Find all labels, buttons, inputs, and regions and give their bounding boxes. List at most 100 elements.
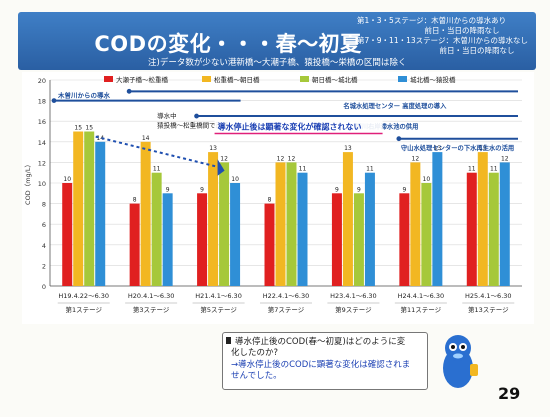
bar <box>140 141 151 286</box>
bar-value-label: 8 <box>133 197 137 204</box>
cod-bar-chart: 0 2 4 6 8 10 12 14 16 18 20 COD（mg/L） 大瀬子橋〜松重橋 松重橋〜朝日… <box>24 75 522 314</box>
bar <box>230 183 241 286</box>
page-number: 29 <box>498 384 521 403</box>
bar-value-label: 9 <box>200 186 204 193</box>
y-tick-label: 6 <box>42 221 46 229</box>
stage-label: 第13ステージ <box>468 305 509 314</box>
bar <box>151 172 162 286</box>
legend-swatch <box>398 76 407 82</box>
bar <box>331 193 342 286</box>
moriyama-label: 守山水処理センターの下水再生水の活用 <box>401 143 514 152</box>
bar-value-label: 9 <box>357 186 361 193</box>
bar <box>421 183 432 286</box>
y-tick-label: 4 <box>42 242 46 250</box>
y-tick-label: 0 <box>42 283 46 291</box>
bar-value-label: 14 <box>96 135 104 142</box>
bar-value-label: 12 <box>412 155 420 162</box>
bar <box>342 152 353 286</box>
bar-value-label: 12 <box>501 155 509 162</box>
stage-label: 第11ステージ <box>401 305 442 314</box>
stage-notes: 第1・3・5ステージ：木曽川からの導水あり 前日・当日の降雨なし 第7・9・11… <box>357 16 528 56</box>
legend-swatch <box>104 76 113 82</box>
slide-title: CODの変化・・・春〜初夏 <box>94 32 362 56</box>
stage-note: 第7・9・11・13ステージ：木曽川からの導水なし <box>357 36 528 45</box>
question-text: 化したのか? <box>231 348 279 358</box>
y-axis-label: COD（mg/L） <box>24 161 32 205</box>
bar <box>219 162 230 286</box>
y-tick-label: 20 <box>38 77 46 85</box>
mascot-icon <box>443 335 478 388</box>
legend-label: 松重橋〜朝日橋 <box>214 75 260 84</box>
legend-label: 朝日橋〜城北橋 <box>312 75 358 84</box>
bar <box>399 193 410 286</box>
bar-value-label: 13 <box>209 145 217 152</box>
bar <box>129 203 140 286</box>
legend-label: 城北橋〜猿投橋 <box>410 75 456 84</box>
bar <box>499 162 510 286</box>
stage-label: 第1ステージ <box>65 305 102 314</box>
x-tick-label: H25.4.1〜6.30 <box>465 292 512 300</box>
bar <box>364 172 375 286</box>
moriyama-line-marker <box>396 136 402 142</box>
stage-note: 第1・3・5ステージ：木曽川からの導水あり <box>357 16 507 25</box>
bar <box>208 152 219 286</box>
stage-note: 前日・当日の降雨なし <box>357 46 515 55</box>
bar-value-label: 11 <box>299 166 307 173</box>
bar-value-label: 11 <box>153 166 161 173</box>
y-tick-label: 8 <box>42 201 46 209</box>
bar <box>73 131 84 286</box>
bar <box>95 141 106 286</box>
chart-area: 0 2 4 6 8 10 12 14 16 18 20 COD（mg/L） 大瀬子橋〜松重橋 松重橋〜朝日… <box>22 72 534 324</box>
bar-value-label: 12 <box>277 155 285 162</box>
bar-value-label: 12 <box>220 155 228 162</box>
bar <box>297 172 308 286</box>
bar-value-label: 10 <box>423 176 431 183</box>
bar-value-label: 9 <box>166 186 170 193</box>
stage-label: 第7ステージ <box>268 305 305 314</box>
trend-arrow-head <box>217 159 225 176</box>
bar-value-label: 9 <box>335 186 339 193</box>
question-box: 導水停止後のCOD(春〜初夏)はどのように変 化したのか? →導水停止後のCOD… <box>222 332 428 390</box>
y-tick-label: 2 <box>42 262 46 270</box>
bar <box>353 193 364 286</box>
y-tick-label: 10 <box>38 180 46 188</box>
y-tick-label: 16 <box>38 118 46 126</box>
x-tick-label: H22.4.1〜6.30 <box>263 292 310 300</box>
conclusion-label: 導水停止後は顕著な変化が確認されない <box>218 121 362 131</box>
bar <box>286 162 297 286</box>
question-text: 導水停止後のCOD(春〜初夏)はどのように変 <box>235 337 406 347</box>
bar <box>477 152 488 286</box>
bar-value-label: 10 <box>231 176 239 183</box>
x-tick-label: H21.4.1〜6.30 <box>195 292 242 300</box>
answer-text: →導水停止後のCODに顕著な変化は確認されま <box>231 360 411 370</box>
header-banner: CODの変化・・・春〜初夏 注)データ数が少ない港新橋〜大潮子橋、猿投橋〜栄橋の… <box>18 12 536 70</box>
bar-value-label: 14 <box>142 135 150 142</box>
bar <box>162 193 173 286</box>
kiso-inflow-label: 木曽川からの導水 <box>57 91 111 100</box>
legend-swatch <box>300 76 309 82</box>
bar <box>410 162 421 286</box>
bar-value-label: 11 <box>468 166 476 173</box>
horikawa-label: 堀川右岸滞水池の供用 <box>355 121 418 130</box>
meijo-label: 名城水処理センター 高度処理の導入 <box>343 101 447 110</box>
answer-text: せんでした。 <box>231 371 282 381</box>
stage-label: 第3ステージ <box>133 305 170 314</box>
bar-value-label: 13 <box>344 145 352 152</box>
x-tick-label: H23.4.1〜6.30 <box>330 292 377 300</box>
conclusion-bg <box>214 120 383 133</box>
x-tick-label: H24.4.1〜6.30 <box>398 292 445 300</box>
bar <box>84 131 95 286</box>
stage-label: 第5ステージ <box>200 305 237 314</box>
meijo-line-marker <box>126 88 132 94</box>
inflow-note: 導水中 <box>157 111 177 120</box>
stage-note: 前日・当日の降雨なし <box>357 26 500 35</box>
bar-value-label: 8 <box>268 197 272 204</box>
bar-value-label: 15 <box>74 125 82 132</box>
bar-value-label: 12 <box>288 155 296 162</box>
bar <box>432 152 443 286</box>
y-tick-label: 18 <box>38 98 46 106</box>
bar <box>488 172 499 286</box>
bar <box>62 183 73 286</box>
bar <box>264 203 275 286</box>
